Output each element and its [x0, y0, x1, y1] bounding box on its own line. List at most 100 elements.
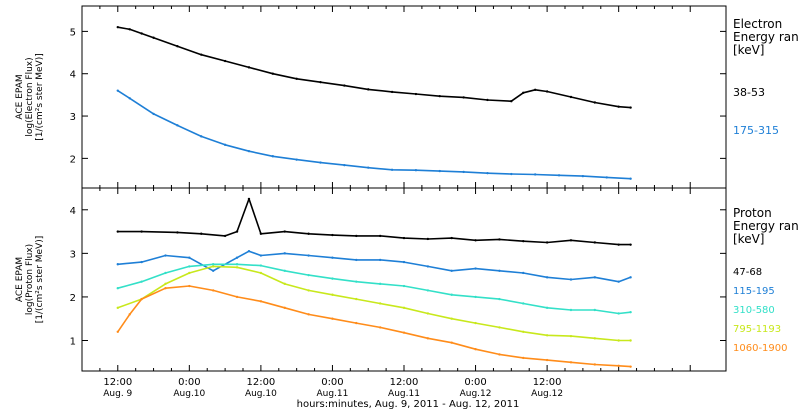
data-point	[307, 313, 310, 316]
data-point	[176, 45, 179, 48]
data-point	[331, 233, 334, 237]
data-point	[617, 364, 620, 367]
x-tick-time: 12:00	[103, 377, 132, 388]
data-point	[211, 269, 215, 272]
data-point	[355, 321, 358, 325]
data-point	[545, 306, 549, 310]
data-point	[211, 289, 215, 292]
data-point	[605, 176, 608, 179]
data-point	[593, 276, 597, 279]
data-point	[474, 321, 477, 325]
data-point	[164, 282, 167, 286]
data-point	[116, 287, 119, 290]
plot-frame	[81, 187, 727, 372]
data-point	[188, 256, 191, 259]
data-point	[402, 306, 406, 310]
data-point	[128, 28, 131, 31]
data-point	[545, 276, 549, 279]
data-point	[283, 269, 286, 272]
data-point	[116, 230, 119, 233]
data-point	[211, 263, 215, 266]
data-point	[247, 149, 251, 153]
data-point	[259, 300, 263, 303]
plot-frame	[81, 5, 727, 189]
data-point	[426, 337, 430, 340]
data-point	[569, 361, 573, 364]
data-point	[152, 36, 155, 39]
x-tick-date: Aug. 9	[103, 389, 132, 399]
data-point	[188, 271, 191, 275]
data-point	[629, 243, 632, 246]
data-point	[259, 232, 263, 235]
data-point	[235, 256, 239, 259]
data-point	[533, 173, 537, 176]
data-point	[283, 306, 286, 310]
y-tick-label: 1	[70, 337, 76, 348]
data-point	[200, 232, 203, 235]
data-point	[474, 348, 477, 351]
legend-entry: 115-195	[733, 286, 775, 297]
data-point	[343, 84, 346, 87]
data-point	[545, 90, 549, 93]
data-point	[390, 168, 394, 171]
data-point	[629, 177, 632, 180]
data-point	[545, 358, 549, 362]
legend-entry: 38-53	[733, 86, 765, 99]
data-point	[116, 330, 119, 333]
data-point	[545, 334, 549, 337]
x-tick-time: 12:00	[246, 377, 275, 388]
data-point	[164, 287, 167, 290]
data-point	[200, 135, 203, 138]
data-point	[355, 297, 358, 301]
data-point	[569, 308, 573, 312]
data-point	[593, 101, 597, 104]
legend-title: Energy ran	[733, 219, 799, 233]
data-point	[355, 234, 358, 238]
data-point	[498, 269, 501, 272]
data-point	[295, 158, 298, 161]
electron-flux-panel: 2 3 4 5 ACE EPAM log(Electron Flux) [1/(cm²s s…	[15, 5, 799, 189]
data-point	[450, 269, 453, 272]
data-point	[438, 169, 441, 173]
data-point	[378, 258, 382, 262]
x-tick-time: 12:00	[390, 377, 419, 388]
data-point	[116, 263, 119, 266]
legend-entry: 175-315	[733, 124, 779, 137]
data-point	[557, 174, 561, 177]
data-point	[402, 236, 406, 240]
data-point	[617, 280, 620, 283]
data-point	[522, 91, 525, 94]
data-point	[629, 365, 632, 368]
y-axis-label: [1/(cm²s ster MeV)]	[35, 53, 45, 140]
data-point	[259, 264, 263, 267]
series-line	[117, 285, 631, 368]
data-point	[140, 297, 143, 301]
data-point	[426, 312, 430, 315]
y-tick-label: 5	[70, 27, 76, 38]
data-point	[343, 163, 346, 167]
data-point	[283, 282, 286, 286]
data-point	[247, 66, 251, 69]
data-point	[116, 89, 119, 92]
legend-entry: 47-68	[733, 267, 762, 278]
data-point	[498, 297, 501, 301]
data-point	[498, 326, 501, 329]
data-point	[629, 310, 632, 314]
data-point	[402, 260, 406, 264]
data-point	[367, 88, 370, 91]
data-point	[116, 306, 119, 310]
data-point	[522, 330, 525, 333]
data-point	[569, 334, 573, 338]
data-point	[450, 236, 453, 240]
data-point	[200, 53, 203, 56]
data-point	[307, 273, 310, 277]
data-point	[128, 97, 131, 100]
data-point	[617, 243, 620, 246]
data-point	[319, 80, 322, 84]
data-point	[533, 88, 537, 92]
data-point	[235, 295, 239, 299]
legend-title: [keV]	[733, 43, 764, 57]
data-point	[593, 337, 597, 340]
y-tick-label: 4	[70, 206, 76, 217]
